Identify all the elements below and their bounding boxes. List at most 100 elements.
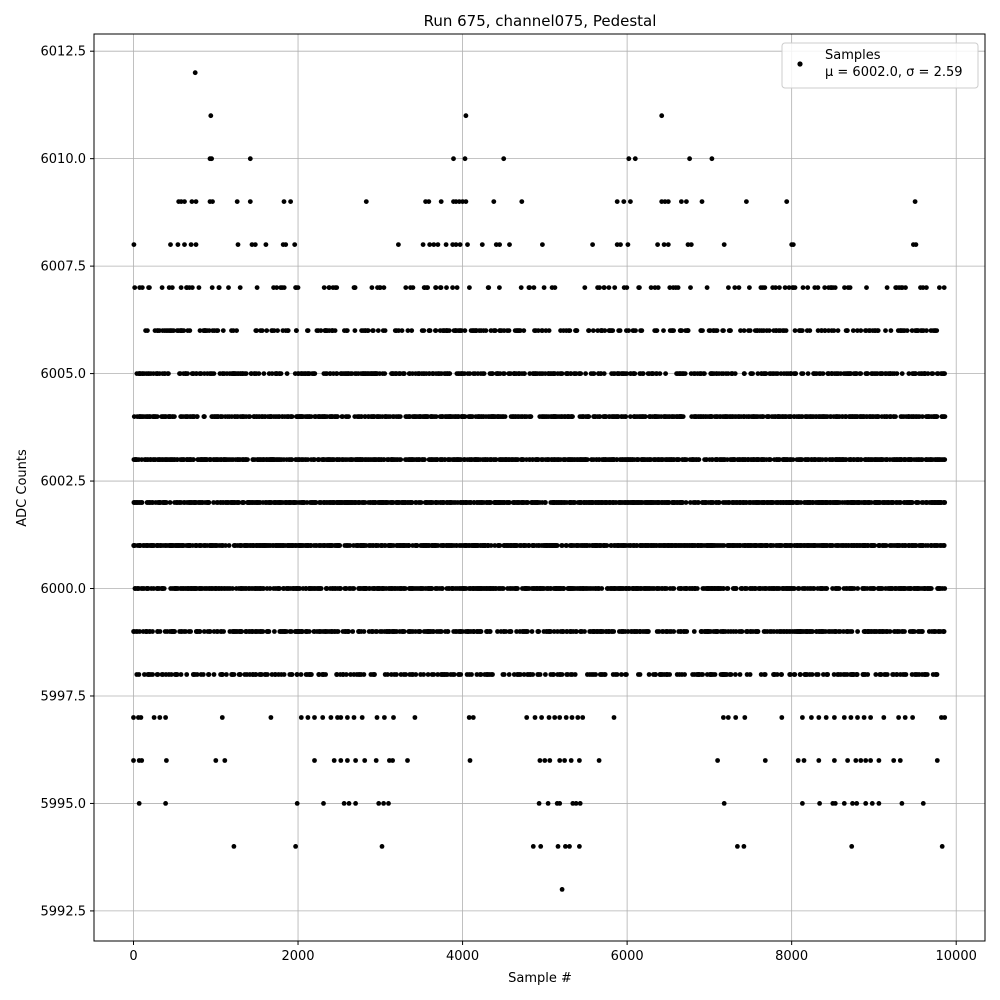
data-point [259,328,265,333]
data-point [626,328,631,333]
data-point [220,328,226,333]
data-point [340,414,345,419]
data-point [405,328,411,333]
data-point [297,586,302,591]
data-point [369,285,375,290]
data-point [352,328,358,333]
data-point [871,586,877,591]
data-point [601,285,607,290]
data-point [683,500,689,505]
data-point [145,328,150,333]
data-point [323,672,328,677]
data-point [433,414,439,419]
data-point [602,328,608,333]
data-point [559,543,565,548]
data-point [521,328,527,333]
data-point [211,371,217,376]
data-point [824,586,830,591]
data-point [347,543,353,548]
data-point [284,629,289,634]
data-point [503,629,509,634]
data-point [206,328,212,333]
data-point [318,328,324,333]
data-point [792,328,798,333]
data-point [502,414,508,419]
data-point [276,586,282,591]
data-point [546,328,552,333]
data-point [136,672,142,677]
data-point [429,586,435,591]
data-point [507,500,512,505]
data-point [741,328,747,333]
data-point [335,629,341,634]
data-point [602,672,608,677]
data-point [585,457,590,462]
data-point [604,543,610,548]
data-point [298,672,304,677]
data-point [402,586,408,591]
data-point [490,371,495,376]
data-point [211,672,217,677]
data-point [446,328,452,333]
data-point [394,672,399,677]
data-point [875,328,881,333]
data-point [324,371,330,376]
data-point [847,285,853,290]
data-point [198,371,204,376]
data-point [617,328,623,333]
data-point [537,672,543,677]
data-point [185,371,191,376]
data-point [274,285,280,290]
data-point [445,629,451,634]
data-point [352,285,358,290]
data-point [714,328,720,333]
data-point [521,672,527,677]
data-point [725,586,731,591]
data-point [410,285,416,290]
data-point [732,371,738,376]
data-point [721,328,726,333]
data-point [382,371,388,376]
data-point [560,629,566,634]
data-point [732,285,738,290]
data-point [462,371,467,376]
data-point [168,672,174,677]
data-point [525,629,530,634]
data-point [739,629,745,634]
data-point [406,543,412,548]
data-point [682,672,687,677]
data-point [462,328,468,333]
data-point [506,328,512,333]
data-point [610,328,616,333]
data-point [531,285,537,290]
data-point [272,629,277,634]
data-point [535,328,541,333]
data-point [422,457,427,462]
data-point [805,371,811,376]
data-point [742,371,747,376]
data-point [243,371,249,376]
data-point [260,629,266,634]
data-point [595,328,601,333]
data-point [663,371,668,376]
data-point [271,328,277,333]
data-point [598,371,604,376]
data-point [362,500,368,505]
data-point [211,500,217,505]
data-point [691,629,697,634]
data-points [131,70,948,892]
data-point [704,285,710,290]
data-point [447,371,453,376]
data-point [139,500,145,505]
data-point [289,457,295,462]
data-point [597,414,603,419]
data-point [642,414,648,419]
data-point [397,414,403,419]
data-point [793,371,799,376]
data-point [161,586,167,591]
data-point [385,672,390,677]
data-point [425,285,430,290]
data-point [807,328,813,333]
data-point [797,672,803,677]
